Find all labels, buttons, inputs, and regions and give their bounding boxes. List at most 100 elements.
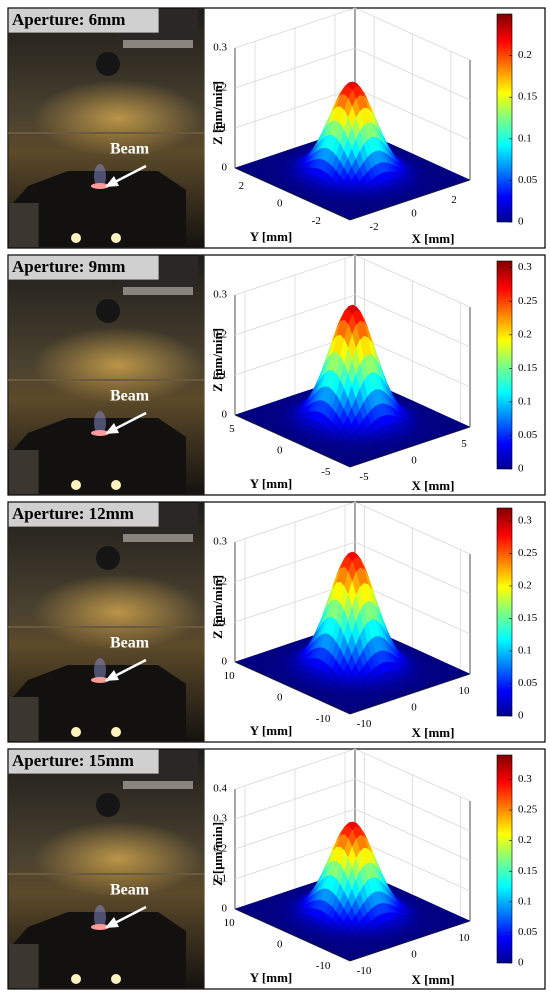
x-tick-label: 5 [461,438,467,450]
colorbar-tick-label: 0 [518,216,524,228]
y-axis-label: Y [mm] [250,476,292,491]
colorbar-tick-label: 0.3 [518,515,532,527]
colorbar-tick-label: 0.3 [518,773,532,785]
z-axis-label: Z [μm/min] [210,575,225,639]
stage-side [9,203,39,247]
machine-plate [123,781,193,789]
photo: Aperture: 6mm Beam [8,9,205,248]
colorbar-tick-label: 0.05 [518,926,538,938]
machine-ball [96,299,120,323]
stage-side [9,450,39,494]
x-tick-label: 10 [459,685,471,697]
colorbar [497,755,512,963]
x-tick-label: 0 [411,455,417,467]
machine-plate [123,534,193,542]
colorbar-tick-label: 0.25 [518,804,538,816]
x-tick-label: 0 [411,949,417,961]
colorbar-tick-label: 0.15 [518,865,538,877]
colorbar-tick-label: 0.05 [518,174,538,186]
z-tick-label: 0 [222,162,228,174]
colorbar [497,261,512,469]
z-tick-label: 0 [222,903,228,915]
y-tick-label: -10 [316,713,331,725]
machine-ball [96,52,120,76]
x-tick-label: 10 [459,932,471,944]
colorbar-tick-label: 0.2 [518,580,532,592]
photo: Aperture: 9mm Beam [8,256,205,495]
colorbar-tick-label: 0.05 [518,429,538,441]
light [111,480,121,490]
colorbar-tick-label: 0.2 [518,328,532,340]
x-axis-label: X [mm] [412,725,455,740]
z-axis-label: Z [μm/min] [210,822,225,886]
y-tick-label: 0 [277,692,283,704]
stage-side [9,944,39,988]
x-axis-label: X [mm] [412,478,455,493]
y-tick-label: 0 [277,198,283,210]
z-tick-label: 0.3 [213,536,227,548]
colorbar-tick-label: 0.3 [518,261,532,273]
machine-plate [123,287,193,295]
x-tick-label: -10 [357,718,372,730]
colorbar-tick-label: 0.05 [518,677,538,689]
panel-title: Aperture: 9mm [12,257,125,276]
z-tick-label: 0 [222,656,228,668]
y-tick-label: -5 [321,466,331,478]
y-axis-label: Y [mm] [250,970,292,985]
y-tick-label: 10 [224,670,236,682]
colorbar-tick-label: 0.2 [518,834,532,846]
colorbar-tick-label: 0.25 [518,547,538,559]
machine-ball [96,546,120,570]
z-tick-label: 0.3 [213,289,227,301]
machine-plate [123,40,193,48]
colorbar-tick-label: 0 [518,710,524,722]
x-tick-label: 2 [451,194,457,206]
colorbar [497,14,512,222]
z-axis-label: Z [μm/min] [210,328,225,392]
beam-label: Beam [110,141,150,158]
x-tick-label: -5 [359,471,369,483]
light [71,727,81,737]
z-axis-label: Z [μm/min] [210,81,225,145]
light [111,727,121,737]
machine-ball [96,793,120,817]
beam-label: Beam [110,388,150,405]
colorbar-tick-label: 0 [518,463,524,475]
colorbar-tick-label: 0.15 [518,362,538,374]
colorbar-tick-label: 0 [518,957,524,969]
x-tick-label: -10 [357,965,372,977]
colorbar-tick-label: 0.2 [518,49,532,61]
x-axis-label: X [mm] [412,231,455,246]
panel-title: Aperture: 6mm [12,10,125,29]
x-tick-label: 0 [411,208,417,220]
colorbar-tick-label: 0.1 [518,645,532,657]
colorbar-tick-label: 0.25 [518,295,538,307]
light [111,974,121,984]
colorbar-tick-label: 0.1 [518,395,532,407]
x-axis-label: X [mm] [412,972,455,987]
colorbar-tick-label: 0.1 [518,895,532,907]
x-tick-label: -2 [369,221,378,233]
colorbar-tick-label: 0.1 [518,132,532,144]
panel-title: Aperture: 12mm [12,504,134,523]
beam-label: Beam [110,882,150,899]
light [71,233,81,243]
stage-side [9,697,39,741]
y-tick-label: -2 [312,215,321,227]
colorbar [497,508,512,716]
y-tick-label: -10 [316,960,331,972]
photo: Aperture: 12mm Beam [8,503,205,742]
y-tick-label: 0 [277,939,283,951]
z-tick-label: 0.3 [213,42,227,54]
y-tick-label: 10 [224,917,236,929]
light [71,480,81,490]
beam-label: Beam [110,635,150,652]
colorbar-tick-label: 0.15 [518,91,538,103]
panel: Aperture: 12mm Beam 0 0.1 0.2 0.3 -10 0 10 -10 0 10… [8,502,545,742]
light [71,974,81,984]
